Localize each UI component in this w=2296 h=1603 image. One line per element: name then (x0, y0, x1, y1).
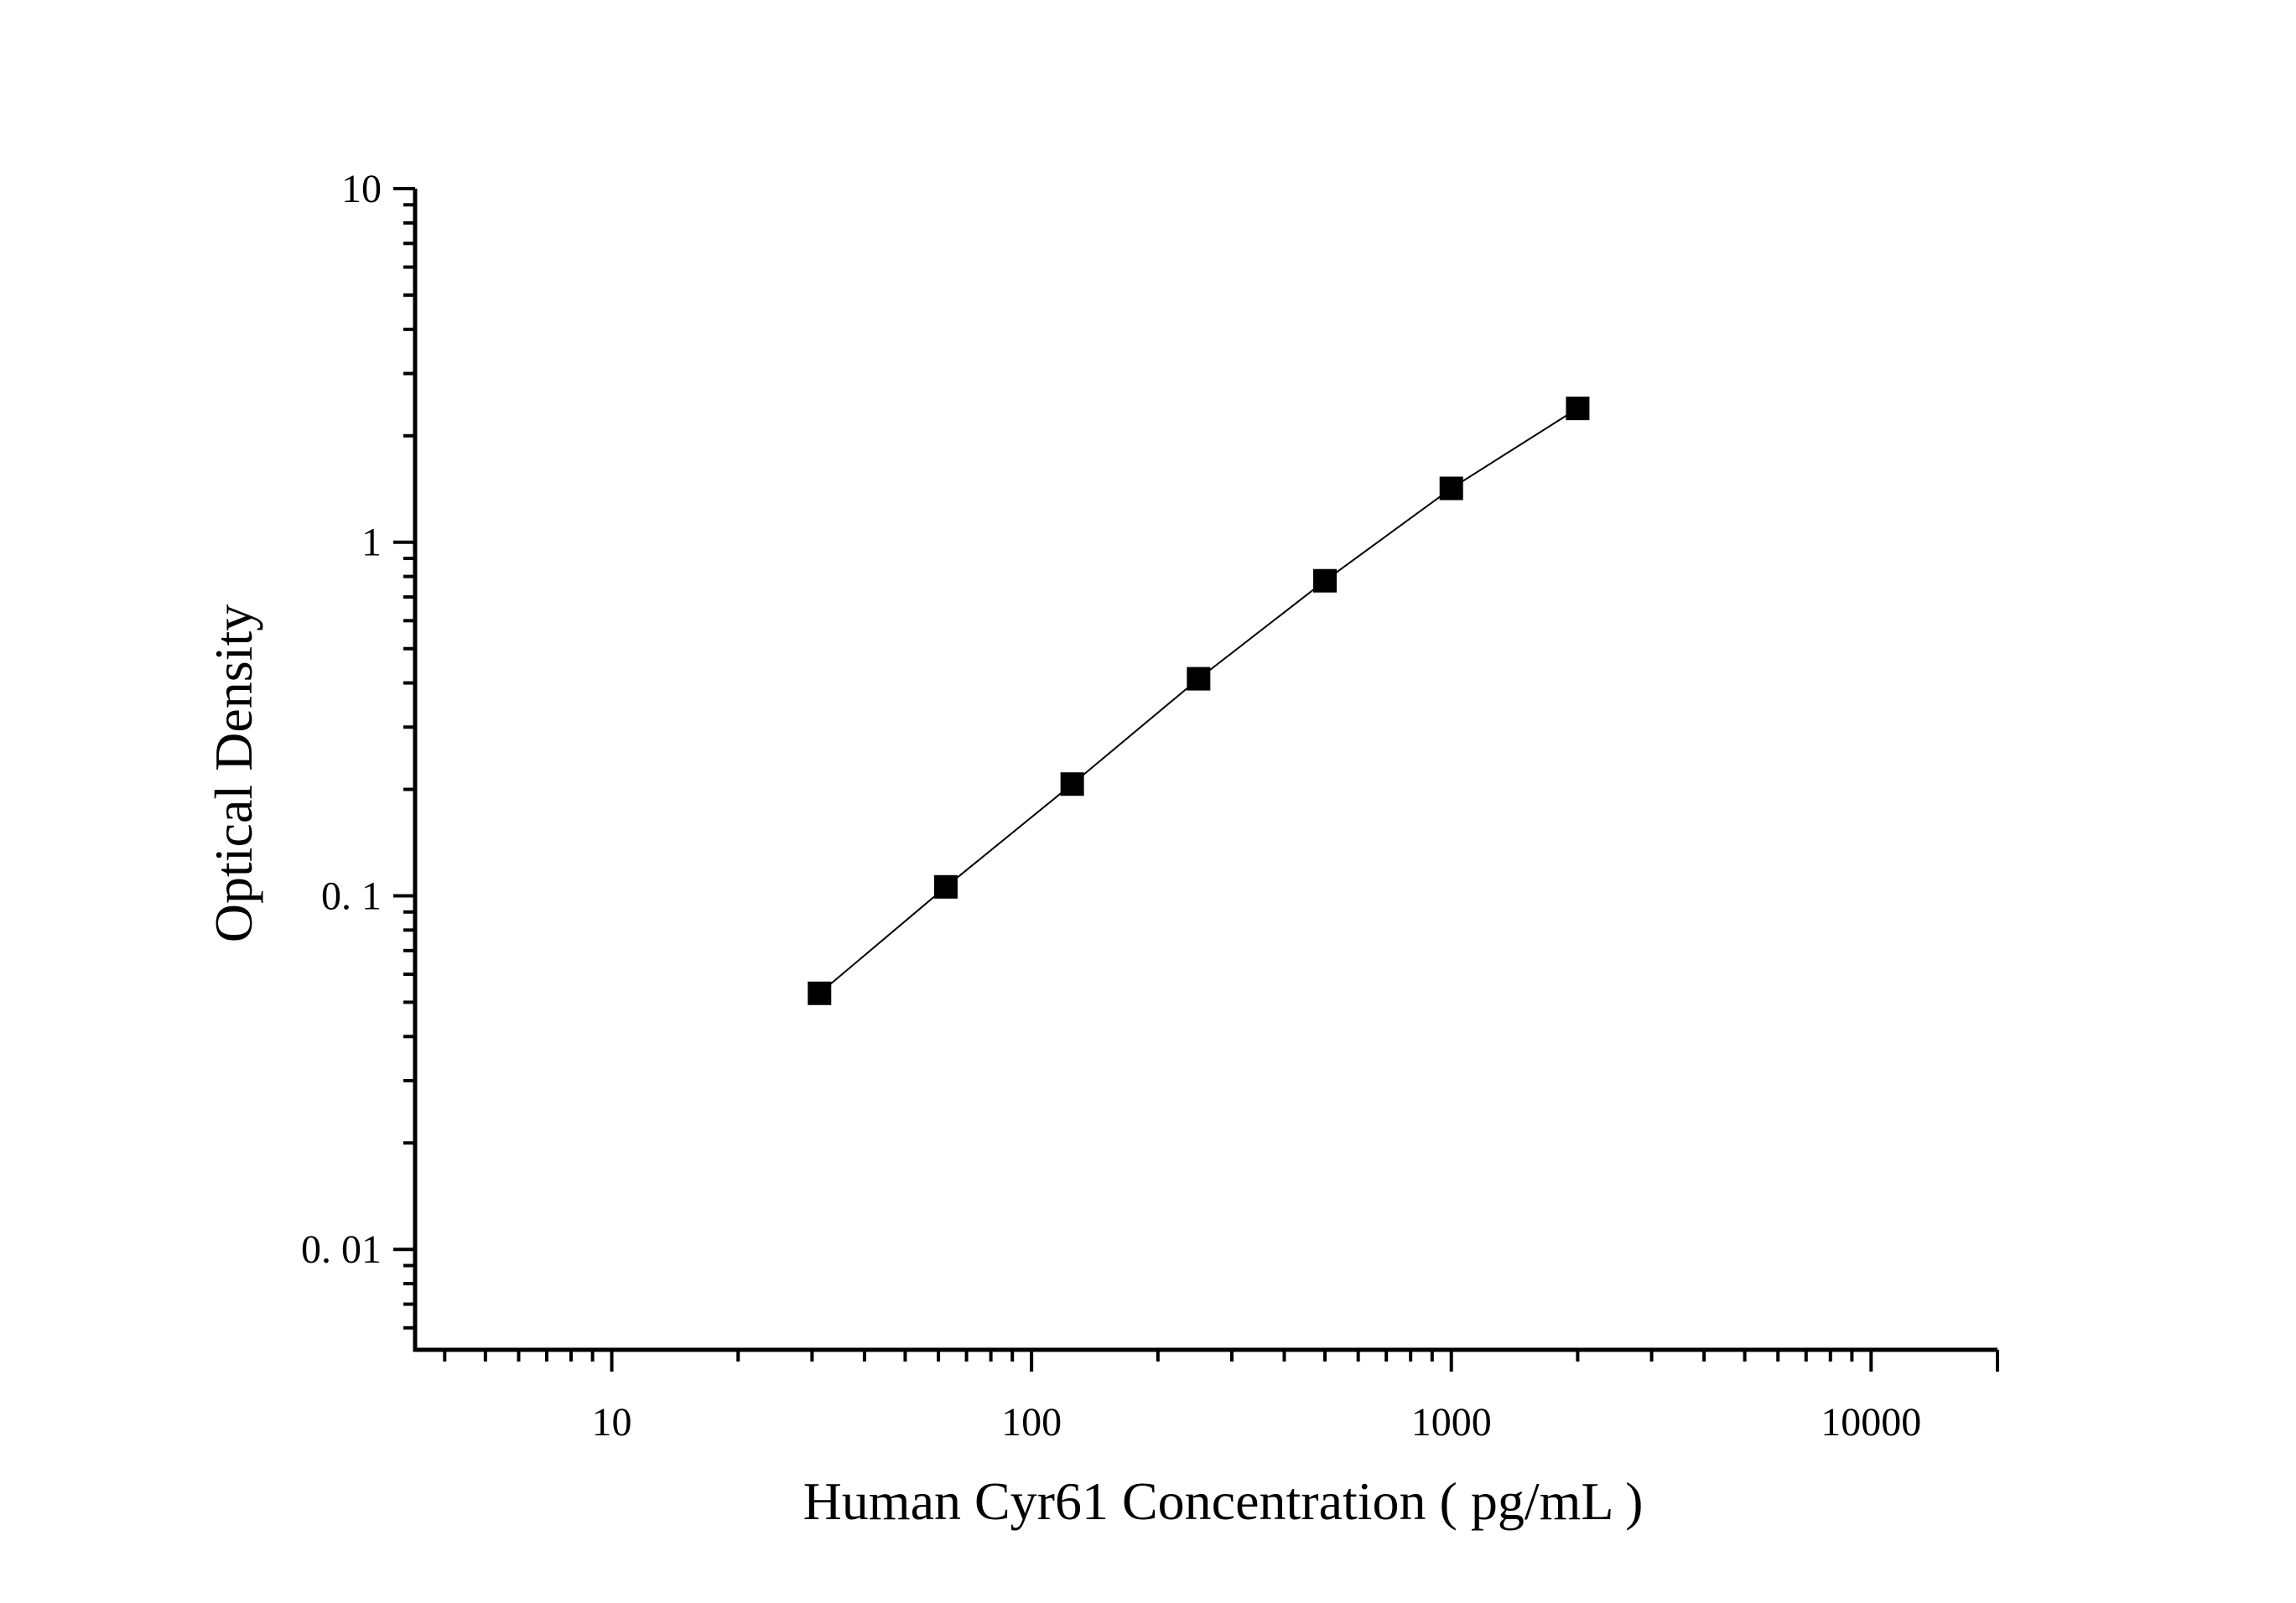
series-line (818, 407, 1578, 994)
x-tick-label: 10000 (1821, 1400, 1921, 1445)
x-tick-label: 10 (592, 1400, 632, 1445)
data-point-marker (808, 981, 832, 1005)
data-point-marker (1439, 476, 1463, 501)
y-tick-label: 10 (341, 167, 382, 211)
y-tick-label: 1 (361, 521, 382, 565)
y-axis-title: Optical Density (204, 604, 263, 942)
x-axis-title: Human Cyr61 Concentration ( pg/mL ) (803, 1471, 1644, 1531)
x-axis-ticks: 10 100 1000 10000 (443, 1350, 1999, 1445)
x-tick-label: 100 (1001, 1400, 1062, 1445)
series-lines (818, 407, 1578, 994)
y-tick-label: 0. 01 (301, 1227, 382, 1272)
data-points (808, 397, 1590, 1005)
y-tick-label: 0. 1 (321, 874, 382, 918)
x-tick-label: 1000 (1411, 1400, 1492, 1445)
data-point-marker (1566, 397, 1590, 421)
data-point-marker (1313, 568, 1338, 593)
data-point-marker (1060, 772, 1084, 796)
data-point-marker (1187, 667, 1211, 691)
y-axis-ticks: 0. 01 0. 1 1 10 (301, 167, 415, 1330)
data-point-marker (933, 874, 958, 899)
